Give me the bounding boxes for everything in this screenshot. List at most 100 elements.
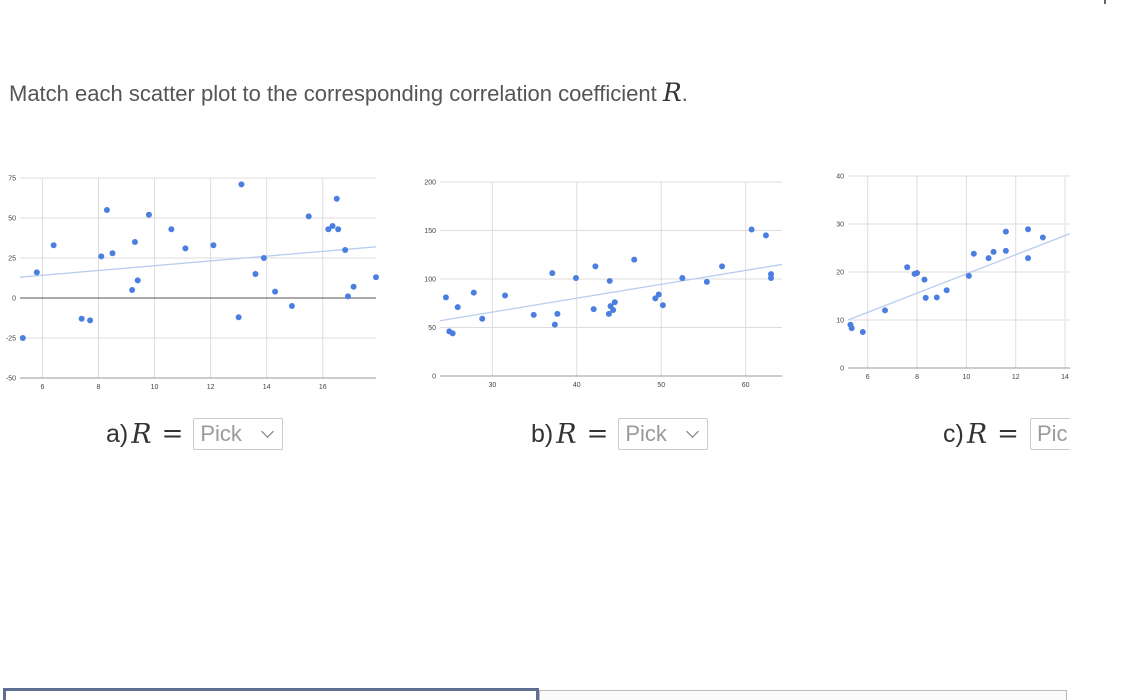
answer-c-select[interactable]: Pic — [1030, 418, 1070, 450]
answer-a-select[interactable]: Pick — [193, 418, 284, 450]
data-point — [990, 248, 997, 255]
data-point — [168, 226, 175, 233]
data-point — [134, 277, 141, 284]
x-tick-label: 60 — [742, 382, 750, 389]
y-tick-label: 0 — [840, 366, 844, 373]
data-point — [933, 294, 940, 301]
data-point — [325, 226, 332, 233]
data-point — [238, 181, 245, 188]
y-tick-label: 150 — [424, 228, 436, 235]
y-tick-label: 75 — [8, 176, 16, 183]
data-point — [442, 294, 449, 301]
data-point — [479, 315, 486, 322]
data-point — [19, 335, 26, 341]
y-tick-label: 10 — [836, 318, 844, 325]
bottom-tab-active[interactable] — [3, 688, 539, 700]
y-tick-label: 50 — [428, 325, 436, 332]
chevron-down-icon — [261, 425, 275, 438]
data-point — [1025, 226, 1032, 233]
x-tick-label: 30 — [488, 382, 496, 389]
x-tick-label: 6 — [40, 384, 44, 391]
answer-a: a) R = Pick — [106, 416, 284, 452]
y-tick-label: -50 — [6, 376, 16, 383]
y-tick-label: 40 — [836, 174, 844, 181]
data-point — [631, 256, 638, 263]
y-tick-label: 0 — [12, 296, 16, 303]
x-tick-label: 10 — [151, 384, 159, 391]
x-tick-label: 8 — [915, 374, 919, 381]
data-point — [145, 211, 152, 218]
x-tick-label: 16 — [319, 384, 327, 391]
scatter-plot-c: 40 30 20 10 0 6 8 10 12 14 — [826, 170, 1076, 394]
x-tick-label: 40 — [573, 382, 581, 389]
answer-c-label: c) — [943, 419, 964, 448]
data-point — [350, 283, 357, 290]
x-tick-label: 8 — [97, 384, 101, 391]
data-point — [943, 287, 950, 294]
data-point — [33, 269, 40, 276]
data-point — [970, 250, 977, 257]
trendline — [19, 246, 377, 278]
data-point — [305, 213, 312, 220]
bottom-tab-inactive[interactable] — [539, 690, 1067, 700]
data-point — [1002, 247, 1009, 254]
answer-c-placeholder: Pic — [1037, 421, 1068, 446]
question-text: Match each scatter plot to the correspon… — [9, 78, 688, 107]
scatter-plot-b: 200 150 100 50 0 30 40 50 60 — [420, 170, 790, 394]
x-tick-label: 12 — [1012, 374, 1020, 381]
data-point — [768, 275, 775, 282]
data-point — [454, 304, 461, 311]
y-tick-label: 100 — [424, 277, 436, 284]
data-point — [611, 299, 618, 306]
question-prompt: Match each scatter plot to the correspon… — [9, 81, 663, 106]
answer-b-placeholder: Pick — [625, 421, 667, 446]
data-point — [610, 307, 617, 314]
answer-a-variable: R — [131, 418, 152, 450]
data-point — [592, 263, 599, 270]
data-point — [882, 307, 888, 314]
data-point — [333, 195, 340, 202]
data-point — [252, 271, 259, 277]
data-point — [551, 321, 558, 328]
y-tick-label: 30 — [836, 222, 844, 229]
scatter-plot-c-svg: 40 30 20 10 0 6 8 10 12 14 — [836, 174, 1071, 381]
top-edge-mark — [1104, 0, 1106, 4]
data-point — [335, 226, 342, 233]
data-point — [342, 247, 349, 253]
answer-b-variable: R — [556, 418, 577, 450]
y-tick-label: 50 — [8, 216, 16, 223]
answer-c-variable: R — [966, 418, 988, 450]
answer-c-select-clip: Pic — [1030, 418, 1070, 450]
answer-a-equals: = — [161, 419, 184, 449]
data-point — [78, 315, 85, 322]
x-tick-label: 6 — [866, 374, 870, 381]
data-point — [50, 242, 57, 249]
data-point — [129, 287, 136, 293]
answer-b-label: b) — [531, 419, 554, 448]
data-point — [572, 275, 579, 282]
answer-c-equals: = — [997, 419, 1019, 449]
data-point — [210, 242, 217, 249]
data-point — [373, 274, 379, 281]
answer-a-label: a) — [106, 419, 129, 448]
chevron-down-icon — [686, 425, 700, 438]
data-point — [719, 263, 726, 270]
data-point — [921, 276, 928, 283]
answer-b-equals: = — [586, 419, 609, 449]
data-point — [103, 207, 110, 213]
data-point — [655, 291, 662, 298]
data-point — [272, 288, 279, 295]
data-point — [549, 270, 556, 277]
x-tick-label: 10 — [963, 374, 971, 381]
data-point — [344, 293, 351, 300]
data-point — [131, 239, 138, 245]
answer-b-select[interactable]: Pick — [618, 418, 709, 450]
scatter-plot-a-svg: 75 50 25 0 -25 -50 6 8 10 12 14 16 — [6, 176, 379, 391]
trendline — [439, 263, 783, 322]
answer-a-placeholder: Pick — [200, 421, 242, 446]
data-point — [235, 314, 242, 321]
answer-c: c) R = — [943, 416, 1029, 452]
trendline — [847, 232, 1071, 321]
data-point — [762, 232, 769, 239]
answer-b: b) R = Pick — [531, 416, 709, 452]
